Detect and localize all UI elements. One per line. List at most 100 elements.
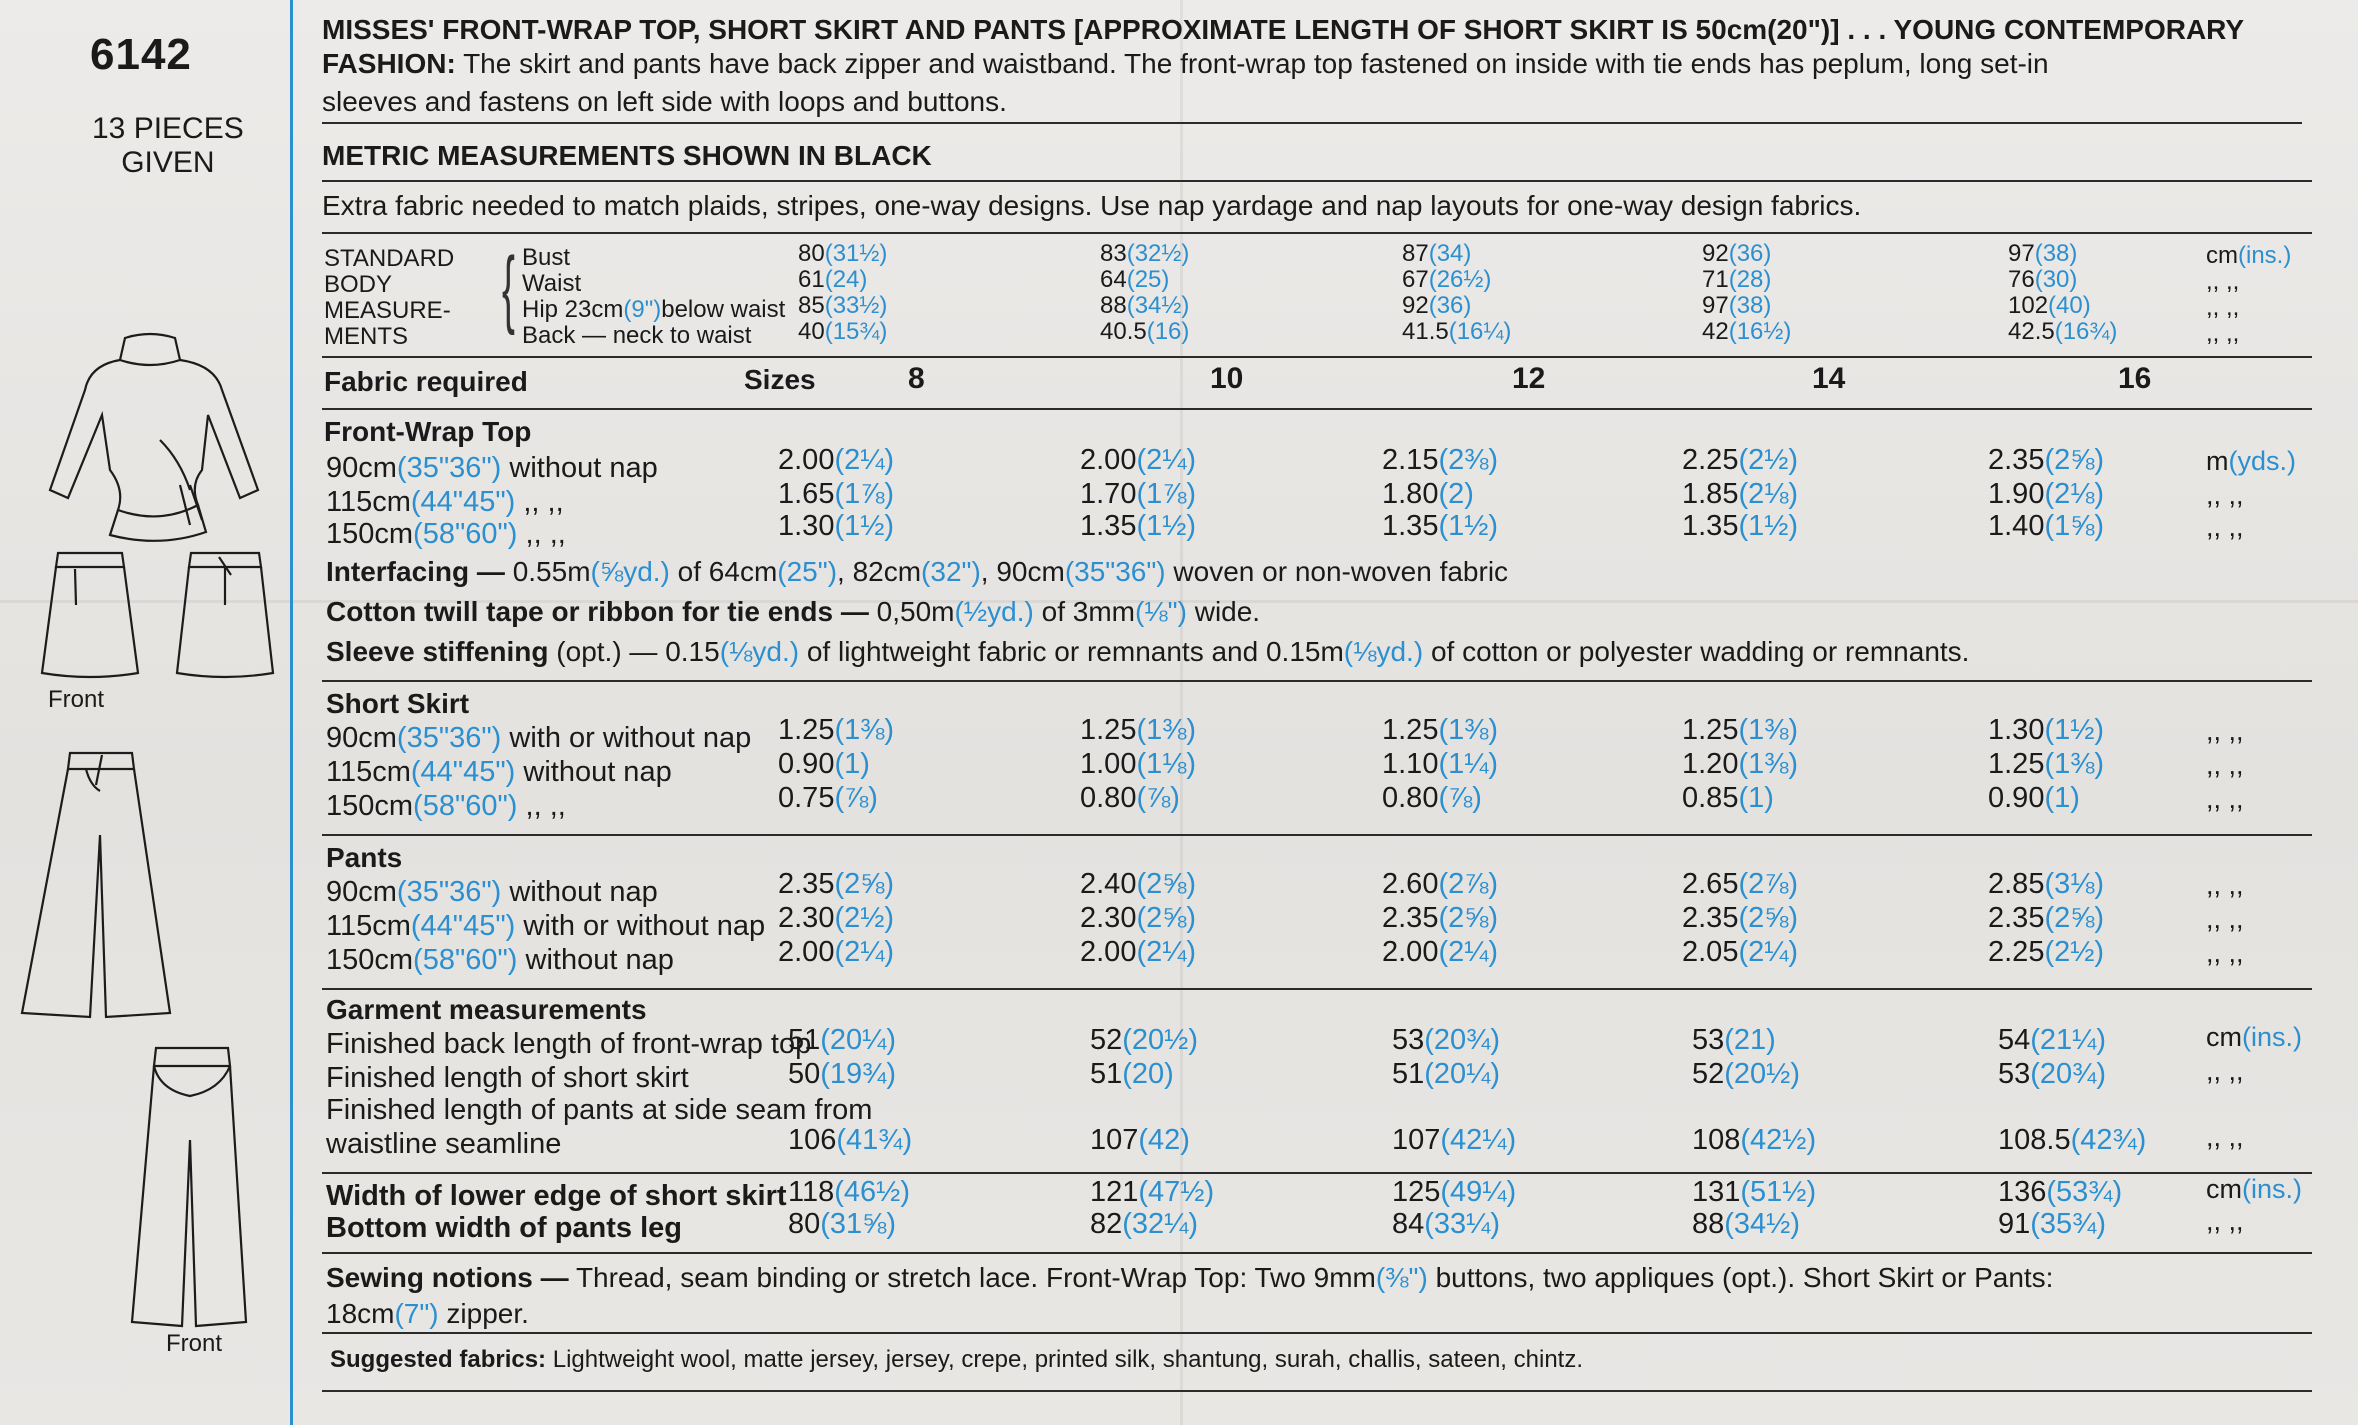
width-label: Width of lower edge of short skirt — [326, 1180, 787, 1212]
fabric-width-imperial: (58"60") — [413, 790, 518, 822]
measure-value: 91(35¾) — [1998, 1208, 2106, 1241]
measure-value: 2.35(2⅝) — [778, 868, 894, 901]
fashion-description-2: sleeves and fastens on left side with lo… — [322, 86, 1007, 117]
size-number: 10 — [1210, 362, 1244, 395]
unit-metric: ,, ,, — [2206, 870, 2244, 900]
measure-value: 1.25(1⅜) — [1988, 748, 2104, 781]
measure-value: 1.70(1⅞) — [1080, 478, 1196, 511]
metric-value: 97 — [1702, 292, 1729, 319]
measure-value: 52(20½) — [1692, 1058, 1800, 1091]
imperial-value: (31⅝) — [820, 1208, 897, 1240]
sizes-label: Sizes — [744, 364, 816, 395]
imperial-value: (53¾) — [2046, 1176, 2123, 1208]
imperial-value: (24) — [824, 266, 868, 293]
imperial-value: (1) — [834, 748, 870, 780]
metric-value: 64 — [1100, 266, 1127, 293]
measure-value: 2.25(2½) — [1988, 936, 2104, 969]
metric-value: 42 — [1702, 318, 1729, 345]
imperial-value: (1) — [1738, 782, 1774, 814]
metric-value: 2.25 — [1682, 444, 1739, 476]
pants-back-sketch — [130, 1046, 248, 1328]
extra-fabric-note: Extra fabric needed to match plaids, str… — [322, 190, 1862, 221]
metric-value: 97 — [2008, 240, 2035, 267]
metric-value: 2.00 — [778, 444, 835, 476]
rule — [322, 1390, 2312, 1392]
imperial-value: (38) — [2034, 240, 2078, 267]
sleeve-stiffening-text: of cotton or polyester wadding or remnan… — [1430, 636, 1970, 667]
measure-value: 88(34½) — [1100, 292, 1189, 320]
fabric-width-label: 150cm(58"60") without nap — [326, 944, 674, 977]
paper-crease — [1180, 0, 1183, 1425]
unit-metric: cm — [2206, 1022, 2242, 1052]
measure-value: 84(33¼) — [1392, 1208, 1500, 1241]
interfacing-amount-imperial: (⅝yd.) — [590, 556, 670, 587]
sleeve-stiffening-amount-imperial: (⅛yd.) — [1343, 636, 1424, 667]
metric-value: 0.80 — [1382, 782, 1439, 814]
measure-value: 1.40(1⅝) — [1988, 510, 2104, 543]
measure-value: 0.85(1) — [1682, 782, 1774, 815]
metric-value: 76 — [2008, 266, 2035, 293]
metric-value: 108 — [1692, 1124, 1741, 1156]
unit-metric: ,, ,, — [2206, 938, 2244, 968]
metric-value: 42.5 — [2008, 318, 2055, 345]
imperial-value: (2⅝) — [1738, 902, 1799, 934]
imperial-value: (1⅜) — [1738, 714, 1799, 746]
rule — [322, 232, 2312, 234]
unit-label: ,, ,, — [2206, 268, 2239, 296]
label-line: BODY — [324, 271, 393, 298]
suggested-fabrics-label: Suggested fabrics: — [330, 1346, 547, 1373]
measure-value: 92(36) — [1402, 292, 1471, 320]
metric-value: 1.25 — [1080, 714, 1137, 746]
measure-value: 85(33½) — [798, 292, 887, 320]
interfacing-width-imperial: (35"36") — [1064, 556, 1166, 587]
unit-metric: ,, ,, — [2206, 784, 2244, 814]
metric-value: 92 — [1402, 292, 1429, 319]
unit-label: ,, ,, — [2206, 480, 2244, 511]
label-text: Back — neck to waist — [522, 322, 752, 349]
measure-value: 71(28) — [1702, 266, 1771, 294]
measure-value: 1.35(1½) — [1382, 510, 1498, 543]
metric-value: 1.65 — [778, 478, 835, 510]
blue-divider-line — [290, 0, 293, 1425]
measure-value: 2.35(2⅝) — [1988, 902, 2104, 935]
measure-value: 2.40(2⅝) — [1080, 868, 1196, 901]
imperial-value: (30) — [2034, 266, 2078, 293]
measure-value: 2.00(2¼) — [778, 444, 894, 477]
measure-value: 1.10(1¼) — [1382, 748, 1498, 781]
metric-value: 1.20 — [1682, 748, 1739, 780]
imperial-value: (42¼) — [1440, 1124, 1517, 1156]
metric-value: 1.35 — [1382, 510, 1439, 542]
fabric-width-imperial: (44"45") — [410, 756, 516, 788]
label-text: Bust — [522, 244, 571, 271]
unit-label: ,, ,, — [2206, 750, 2244, 781]
unit-label: ,, ,, — [2206, 904, 2244, 935]
measure-value: 42(16½) — [1702, 318, 1791, 346]
sleeve-stiffening-amount-imperial: (⅛yd.) — [719, 636, 800, 667]
label-text: Hip 23cm — [522, 296, 624, 323]
nap-label: without nap — [517, 944, 674, 976]
measure-value: 0.80(⅞) — [1080, 782, 1180, 815]
size-number: 8 — [908, 362, 925, 395]
unit-metric: ,, ,, — [2206, 512, 2244, 542]
measure-value: 97(38) — [2008, 240, 2077, 268]
metric-value: 131 — [1692, 1176, 1741, 1208]
imperial-value: (16) — [1146, 318, 1190, 345]
imperial-value: (2¼) — [1136, 936, 1197, 968]
suggested-fabrics: Suggested fabrics: Lightweight wool, mat… — [330, 1346, 1583, 1374]
garment-measure-label: Finished length of pants at side seam fr… — [326, 1094, 873, 1126]
imperial-value: (32½) — [1126, 240, 1190, 267]
measure-value: 40.5(16) — [1100, 318, 1189, 346]
imperial-value: (2⅝) — [1136, 868, 1197, 900]
measure-value: 0.90(1) — [778, 748, 870, 781]
imperial-value: (1¼) — [1438, 748, 1499, 780]
metric-value: 87 — [1402, 240, 1429, 267]
measure-value: 1.65(1⅞) — [778, 478, 894, 511]
imperial-value: (1⅞) — [1136, 478, 1197, 510]
imperial-value: (2½) — [2044, 936, 2105, 968]
measure-value: 1.35(1½) — [1682, 510, 1798, 543]
label-line: MENTS — [324, 323, 408, 350]
body-measure-label: Waist — [522, 270, 581, 298]
fashion-description: FASHION: The skirt and pants have back z… — [322, 48, 2049, 80]
metric-value: 2.40 — [1080, 868, 1137, 900]
garment-measurements-title: Garment measurements — [326, 994, 647, 1025]
